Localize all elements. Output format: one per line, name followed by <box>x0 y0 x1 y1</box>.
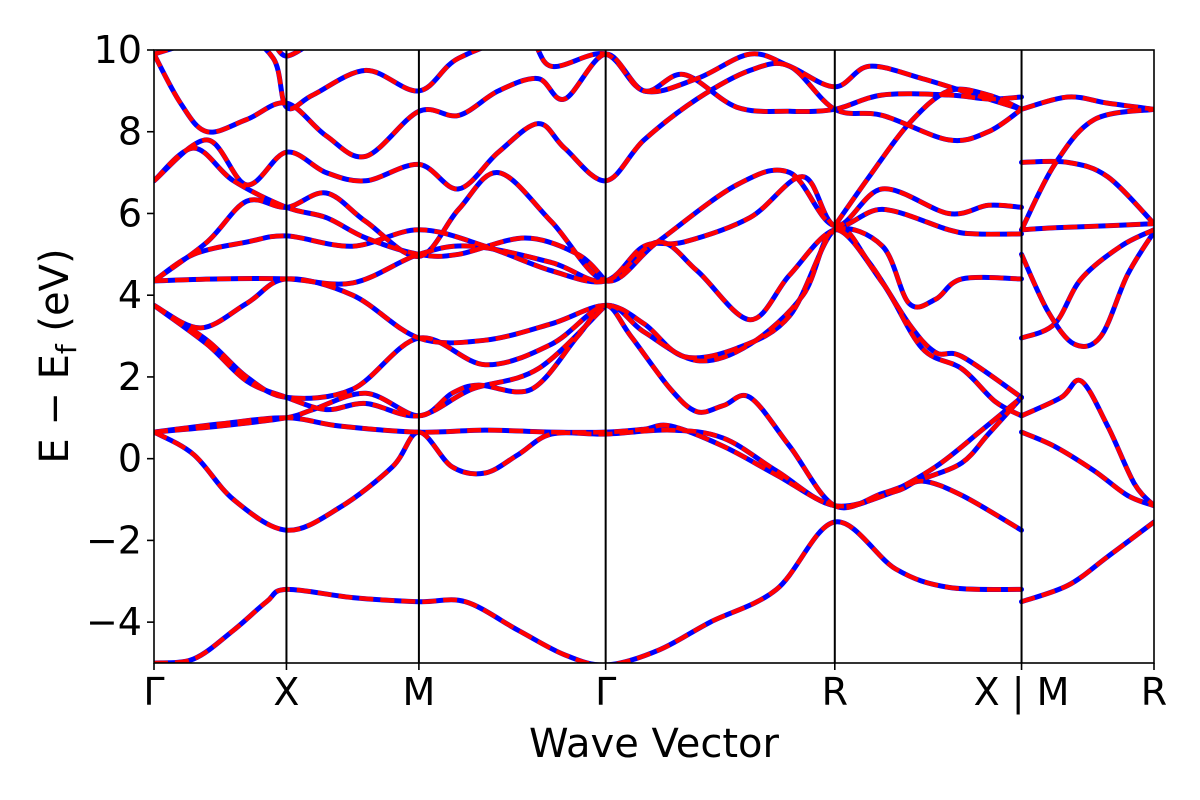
x-tick-label: R <box>822 670 848 714</box>
y-tick-label: 8 <box>118 110 142 154</box>
band-line-dashed <box>154 50 1023 112</box>
y-tick-label: 6 <box>118 191 142 235</box>
y-axis-label: E − Ef (eV) <box>32 248 83 463</box>
y-tick-label: −4 <box>86 600 142 644</box>
band-line-dashed <box>154 61 1023 192</box>
x-axis-ticks: Γ X M Γ R X | M R <box>143 663 1167 715</box>
band-line-solid <box>1019 519 1154 605</box>
band-line-dashed <box>154 167 1022 284</box>
band-line-solid <box>1019 229 1154 349</box>
y-tick-label: 0 <box>118 437 142 481</box>
band-line-dashed <box>275 50 305 59</box>
band-line-dashed <box>1020 94 1154 112</box>
band-line-dashed <box>154 519 1022 663</box>
band-line-solid <box>154 226 1024 323</box>
band-line-dashed <box>154 303 1024 510</box>
band-lines <box>154 50 1154 663</box>
band-line-dashed <box>832 86 1023 227</box>
x-tick-label: Γ <box>143 670 164 714</box>
band-line-dashed <box>1020 430 1154 508</box>
band-line-dashed <box>154 226 1022 322</box>
x-tick-label: R <box>1141 670 1167 714</box>
plot-frame <box>153 49 1155 664</box>
band-line-solid <box>1019 227 1154 341</box>
band-line-dashed <box>1021 159 1154 226</box>
band-line-dashed <box>154 395 1023 509</box>
x-tick-label: Γ <box>595 670 616 714</box>
x-tick-label: M <box>403 670 436 714</box>
band-line-dashed <box>1020 377 1154 508</box>
y-tick-label: 4 <box>118 273 142 317</box>
x-tick-label: X <box>273 670 299 714</box>
y-tick-label: 2 <box>118 355 142 399</box>
band-line-dashed <box>1019 107 1154 231</box>
band-line-dashed <box>1020 520 1154 604</box>
band-line-dashed <box>154 174 1022 285</box>
y-axis-ticks: −4 −2 0 2 4 6 8 10 <box>86 28 154 644</box>
band-line-dashed <box>1020 227 1154 341</box>
high-symmetry-lines <box>285 50 1023 663</box>
band-line-dashed <box>154 427 1023 533</box>
band-line-solid <box>1019 106 1154 233</box>
band-line-solid <box>154 427 1024 533</box>
band-line-solid <box>154 519 1024 663</box>
band-line-dashed <box>1021 221 1154 233</box>
y-tick-label: −2 <box>86 518 142 562</box>
x-axis-label: Wave Vector <box>529 721 780 767</box>
x-tick-label: X | M <box>974 670 1070 715</box>
band-line-dashed <box>154 303 608 419</box>
y-tick-label: 10 <box>94 28 142 72</box>
band-line-dashed <box>154 51 1022 160</box>
band-line-solid <box>154 302 1024 511</box>
band-line-dashed <box>154 145 608 283</box>
